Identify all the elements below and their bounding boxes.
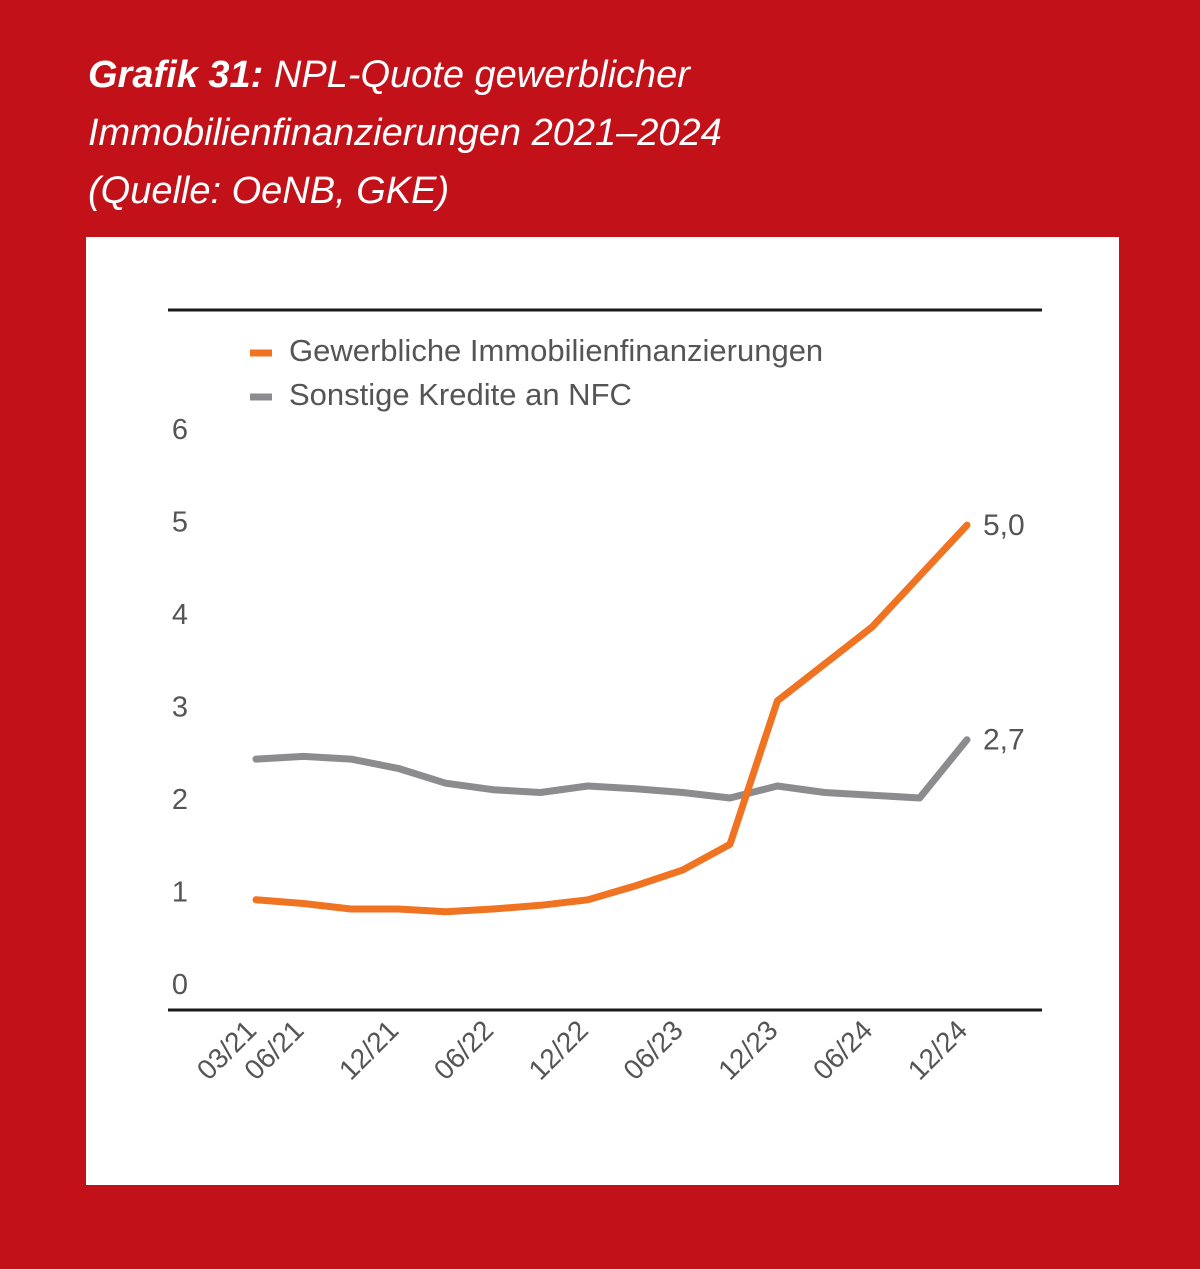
legend-label: Gewerbliche Immobilienfinanzierungen: [289, 333, 823, 368]
caption-title-part-2: Immobilienfinanzierungen 2021–2024: [88, 112, 722, 154]
caption-line-1: Grafik 31: NPL-Quote gewerblicher: [88, 46, 1138, 104]
x-tick-label: 12/24: [902, 1014, 973, 1085]
caption-lead: Grafik 31:: [88, 54, 264, 96]
caption-title-part-1: NPL-Quote gewerblicher: [273, 54, 690, 96]
y-tick-label: 1: [172, 877, 188, 909]
figure-caption: Grafik 31: NPL-Quote gewerblicher Immobi…: [88, 46, 1138, 220]
caption-source: (Quelle: OeNB, GKE): [88, 170, 450, 212]
x-tick-label: 12/21: [333, 1014, 404, 1085]
x-tick-label: 12/22: [523, 1014, 594, 1085]
x-tick-label: 06/22: [428, 1014, 499, 1085]
series-line: [252, 521, 971, 916]
y-tick-label: 3: [172, 692, 188, 724]
y-tick-label: 2: [172, 784, 188, 816]
y-tick-label: 6: [172, 414, 188, 446]
end-value-label: 5,0: [983, 509, 1025, 542]
y-tick-label: 0: [172, 969, 188, 1001]
legend-label: Sonstige Kredite an NFC: [289, 377, 632, 412]
series-line: [252, 736, 971, 802]
x-tick-label: 12/23: [712, 1014, 783, 1085]
y-tick-label: 5: [172, 507, 188, 539]
x-tick-label: 06/24: [807, 1014, 878, 1085]
x-tick-label: 06/23: [617, 1014, 688, 1085]
y-tick-label: 4: [172, 599, 188, 631]
end-value-label: 2,7: [983, 724, 1025, 757]
chart-panel: 0 1 2 3 4 5 6 03/21 06/21 12/21 06/22 12/22 06/23 12/…: [86, 237, 1119, 1185]
